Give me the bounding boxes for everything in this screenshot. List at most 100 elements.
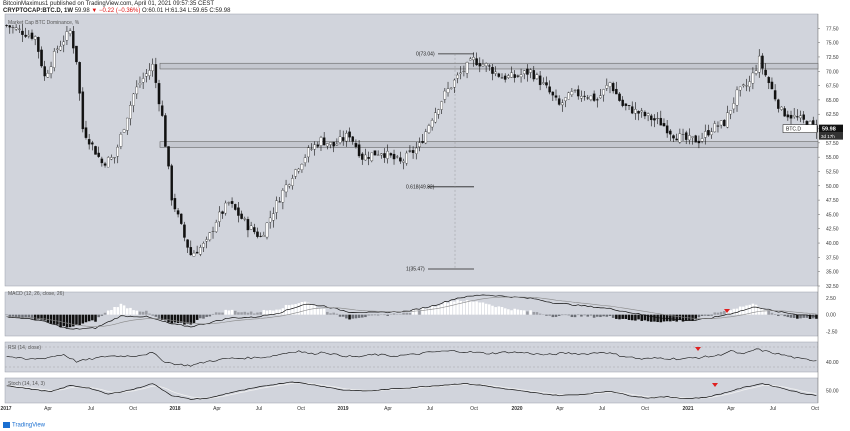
candle-body <box>672 135 675 139</box>
candle-body <box>46 73 50 78</box>
author-name[interactable]: BitcoinMaximus1 <box>3 1 49 7</box>
candle-body <box>170 165 173 201</box>
candle-body <box>81 91 85 130</box>
main-indicator-title: Market Cap BTC Dominance, % <box>8 20 80 26</box>
macd-histogram-bar <box>465 300 469 315</box>
candle-body <box>221 211 224 214</box>
macd-histogram-bar <box>627 314 631 320</box>
macd-histogram-bar <box>148 313 151 315</box>
candle-body <box>173 198 177 210</box>
candle-body <box>300 163 304 170</box>
macd-histogram-bar <box>414 309 418 315</box>
candle-body <box>716 125 720 127</box>
candle-body <box>227 202 231 204</box>
macd-histogram-bar <box>764 310 767 315</box>
candle-body <box>551 91 555 96</box>
candle-body <box>754 70 758 74</box>
macd-histogram-bar <box>145 310 148 315</box>
candle-body <box>40 49 43 67</box>
candle-body <box>243 218 247 220</box>
candle-body <box>481 64 485 67</box>
candle-body <box>583 95 586 97</box>
candle-body <box>472 57 475 61</box>
macd-histogram-bar <box>300 302 304 315</box>
candle-body <box>434 112 437 123</box>
candle-body <box>516 75 520 77</box>
macd-histogram-bar <box>62 314 66 326</box>
macd-histogram-bar <box>745 305 748 315</box>
candle-body <box>376 154 380 156</box>
time-tick-label: Apr <box>384 406 392 412</box>
macd-histogram-bar <box>757 306 761 315</box>
macd-histogram-bar <box>554 314 558 317</box>
candle-body <box>811 120 815 125</box>
candle-body <box>424 131 428 144</box>
countdown-text: 3d 17h <box>821 134 835 139</box>
time-tick-label: Apr <box>727 406 735 412</box>
candle-body <box>380 153 383 156</box>
candle-body <box>122 129 126 133</box>
macd-histogram-bar <box>303 301 307 315</box>
macd-histogram-bar <box>313 305 316 315</box>
macd-histogram-bar <box>427 308 431 315</box>
candle-body <box>370 152 374 162</box>
candle-body <box>65 31 69 41</box>
time-tick-label: Apr <box>44 406 52 412</box>
macd-histogram-bar <box>608 314 612 316</box>
macd-histogram-bar <box>767 310 771 315</box>
candle-body <box>284 184 288 193</box>
candle-body <box>179 213 183 224</box>
price-tick-label: 40.00 <box>826 241 839 247</box>
macd-histogram-bar <box>75 314 78 325</box>
macd-histogram-bar <box>484 303 488 315</box>
candle-body <box>418 142 421 148</box>
candle-body <box>437 109 440 115</box>
candle-body <box>624 103 628 106</box>
candle-body <box>710 131 713 135</box>
symbol-label[interactable]: CRYPTOCAP:BTC.D, 1W <box>3 8 74 14</box>
candle-body <box>535 74 539 79</box>
macd-histogram-bar <box>291 304 294 315</box>
macd-histogram-bar <box>43 314 46 321</box>
price-tick-label: 65.00 <box>826 98 839 104</box>
macd-histogram-bar <box>8 314 12 318</box>
macd-histogram-bar <box>195 314 199 320</box>
candle-body <box>319 137 323 146</box>
candle-body <box>713 123 717 133</box>
macd-histogram-bar <box>125 308 129 315</box>
macd-histogram-bar <box>770 312 774 315</box>
tradingview-brand: TradingView <box>12 422 46 429</box>
candle-body <box>719 120 723 126</box>
macd-histogram-bar <box>716 312 720 315</box>
macd-bearish-marker <box>724 309 730 313</box>
candle-body <box>675 138 678 141</box>
macd-histogram-bar <box>618 314 621 320</box>
candle-body <box>218 211 221 222</box>
candle-body <box>72 31 75 49</box>
macd-histogram-bar <box>557 314 561 316</box>
macd-histogram-bar <box>94 314 97 322</box>
macd-histogram-bar <box>548 314 551 316</box>
macd-histogram-bar <box>287 305 291 315</box>
candle-body <box>792 115 796 118</box>
macd-histogram-bar <box>326 311 329 315</box>
time-tick-label: Oct <box>641 406 649 412</box>
candle-body <box>189 247 193 256</box>
candle-body <box>249 225 253 230</box>
candle-body <box>789 114 793 119</box>
candle-body <box>459 72 462 75</box>
candle-body <box>729 110 732 115</box>
macd-histogram-bar <box>615 314 618 319</box>
macd-histogram-bar <box>589 314 593 316</box>
candle-body <box>157 83 161 105</box>
macd-histogram-bar <box>405 312 409 315</box>
candle-body <box>440 101 443 110</box>
tradingview-footer[interactable]: TradingView <box>3 422 45 429</box>
candle-body <box>233 204 237 210</box>
candle-body <box>592 93 596 101</box>
macd-histogram-bar <box>65 314 69 328</box>
macd-histogram-bar <box>526 311 529 315</box>
candle-body <box>802 114 805 120</box>
candle-body <box>21 30 24 35</box>
